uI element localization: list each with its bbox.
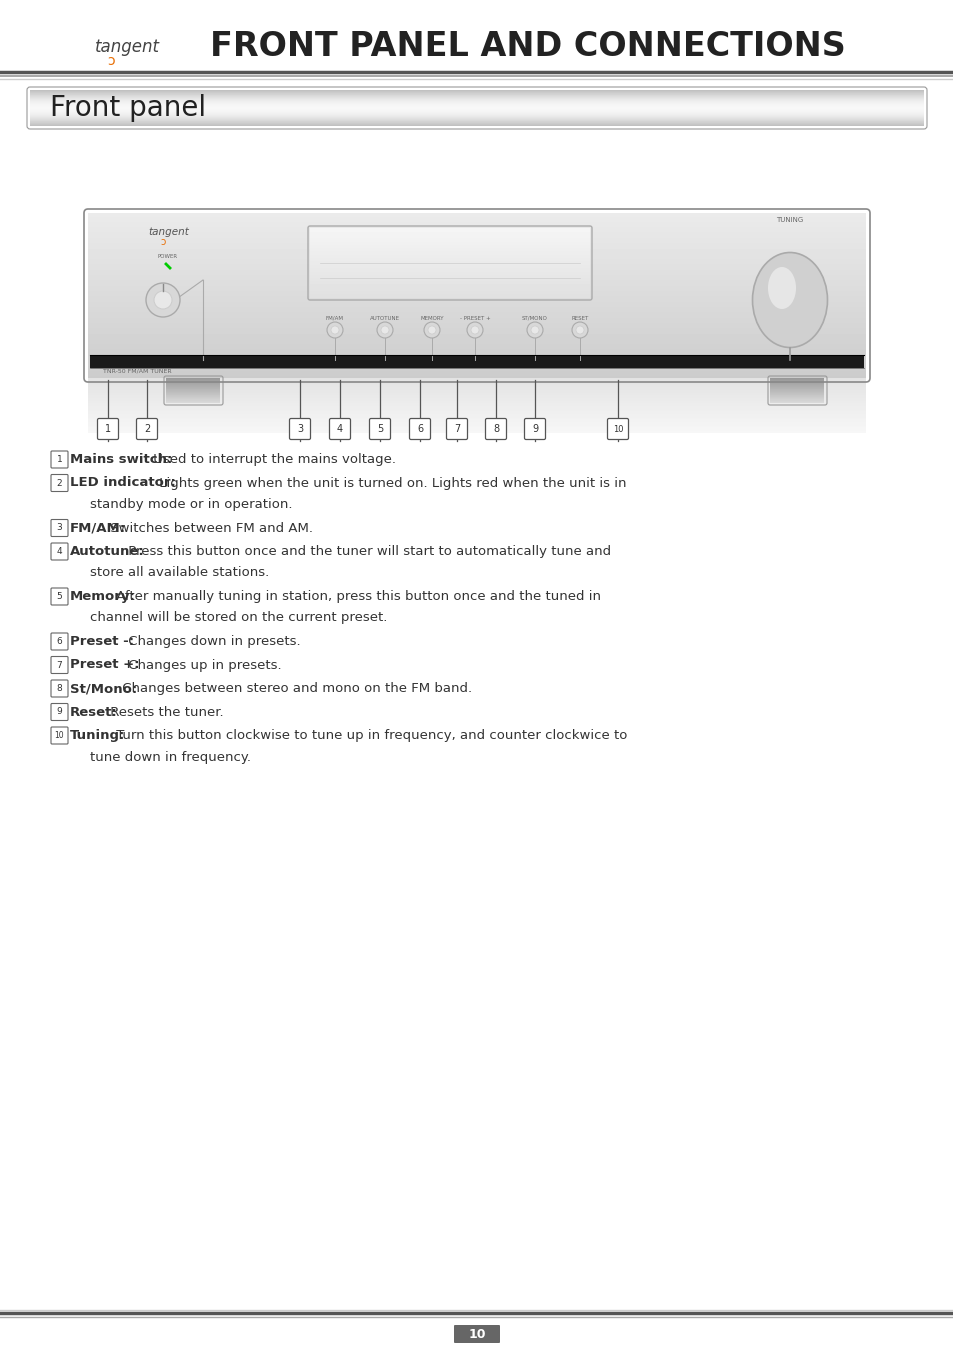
- FancyBboxPatch shape: [136, 419, 157, 439]
- FancyBboxPatch shape: [485, 419, 506, 439]
- Text: channel will be stored on the current preset.: channel will be stored on the current pr…: [73, 612, 387, 624]
- Text: Memory:: Memory:: [70, 590, 135, 603]
- Text: TUNING: TUNING: [776, 218, 802, 223]
- Circle shape: [531, 326, 538, 334]
- Text: Autotune:: Autotune:: [70, 544, 145, 558]
- Text: 1: 1: [105, 424, 111, 434]
- Text: RESET: RESET: [571, 316, 588, 320]
- Text: After manually tuning in station, press this button once and the tuned in: After manually tuning in station, press …: [112, 590, 600, 603]
- Text: 6: 6: [56, 638, 62, 646]
- Text: AUTOTUNE: AUTOTUNE: [370, 316, 399, 320]
- Text: Switches between FM and AM.: Switches between FM and AM.: [106, 521, 313, 535]
- Text: 6: 6: [416, 424, 422, 434]
- Text: TNR-50 FM/AM TUNER: TNR-50 FM/AM TUNER: [103, 369, 172, 373]
- Text: Press this button once and the tuner will start to automatically tune and: Press this button once and the tuner wil…: [124, 544, 611, 558]
- FancyBboxPatch shape: [51, 451, 68, 467]
- Circle shape: [423, 322, 439, 338]
- Circle shape: [146, 282, 180, 317]
- Text: store all available stations.: store all available stations.: [73, 566, 269, 580]
- FancyBboxPatch shape: [51, 680, 68, 697]
- Ellipse shape: [752, 253, 826, 347]
- Text: Tuning:: Tuning:: [70, 730, 125, 742]
- Circle shape: [376, 322, 393, 338]
- FancyBboxPatch shape: [51, 704, 68, 720]
- Text: 2: 2: [144, 424, 150, 434]
- Circle shape: [327, 322, 343, 338]
- Circle shape: [428, 326, 436, 334]
- FancyBboxPatch shape: [51, 634, 68, 650]
- Circle shape: [471, 326, 478, 334]
- FancyBboxPatch shape: [51, 543, 68, 561]
- FancyBboxPatch shape: [51, 588, 68, 605]
- Text: 9: 9: [532, 424, 537, 434]
- Circle shape: [572, 322, 587, 338]
- Text: Front panel: Front panel: [50, 95, 206, 122]
- Circle shape: [576, 326, 583, 334]
- Text: 7: 7: [56, 661, 62, 670]
- Text: Used to interrupt the mains voltage.: Used to interrupt the mains voltage.: [149, 453, 395, 466]
- Text: tune down in frequency.: tune down in frequency.: [73, 751, 251, 763]
- Text: 9: 9: [56, 708, 62, 716]
- Text: tangent: tangent: [148, 227, 189, 236]
- Text: 3: 3: [56, 523, 62, 532]
- Text: 8: 8: [493, 424, 498, 434]
- Text: 10: 10: [612, 424, 622, 434]
- Text: St/Mono:: St/Mono:: [70, 682, 137, 694]
- Text: Reset:: Reset:: [70, 705, 117, 719]
- Text: FM/AM:: FM/AM:: [70, 521, 126, 535]
- Circle shape: [526, 322, 542, 338]
- Bar: [90, 355, 863, 367]
- Ellipse shape: [767, 267, 795, 309]
- Text: FRONT PANEL AND CONNECTIONS: FRONT PANEL AND CONNECTIONS: [210, 31, 845, 63]
- Text: Resets the tuner.: Resets the tuner.: [106, 705, 224, 719]
- FancyBboxPatch shape: [454, 1325, 499, 1343]
- Text: 2: 2: [56, 478, 62, 488]
- FancyBboxPatch shape: [51, 727, 68, 744]
- Text: Mains switch:: Mains switch:: [70, 453, 172, 466]
- Text: Lights green when the unit is turned on. Lights red when the unit is in: Lights green when the unit is turned on.…: [154, 477, 625, 489]
- FancyBboxPatch shape: [524, 419, 545, 439]
- Text: 8: 8: [56, 684, 62, 693]
- FancyBboxPatch shape: [329, 419, 350, 439]
- Text: 3: 3: [296, 424, 303, 434]
- Circle shape: [331, 326, 338, 334]
- Text: tangent: tangent: [95, 38, 160, 55]
- Text: 4: 4: [336, 424, 343, 434]
- Text: MEMORY: MEMORY: [420, 316, 443, 320]
- Text: POWER: POWER: [158, 254, 178, 258]
- Text: Changes up in presets.: Changes up in presets.: [124, 658, 282, 671]
- FancyBboxPatch shape: [446, 419, 467, 439]
- Text: ɔ: ɔ: [107, 54, 114, 68]
- Text: 7: 7: [454, 424, 459, 434]
- Text: ST/MONO: ST/MONO: [521, 316, 547, 320]
- Text: 5: 5: [56, 592, 62, 601]
- Text: Changes down in presets.: Changes down in presets.: [124, 635, 301, 648]
- FancyBboxPatch shape: [607, 419, 628, 439]
- Circle shape: [153, 290, 172, 309]
- Text: ɔ: ɔ: [160, 236, 165, 247]
- Text: 1: 1: [56, 455, 62, 463]
- Text: FM/AM: FM/AM: [326, 316, 344, 320]
- Circle shape: [380, 326, 389, 334]
- Text: - PRESET +: - PRESET +: [459, 316, 490, 320]
- Text: Turn this button clockwise to tune up in frequency, and counter clockwice to: Turn this button clockwise to tune up in…: [112, 730, 627, 742]
- Text: LED indicator:: LED indicator:: [70, 477, 175, 489]
- FancyBboxPatch shape: [51, 474, 68, 492]
- Text: 10: 10: [54, 731, 64, 740]
- Text: 10: 10: [468, 1328, 485, 1340]
- Circle shape: [467, 322, 482, 338]
- FancyBboxPatch shape: [409, 419, 430, 439]
- Text: Preset -:: Preset -:: [70, 635, 134, 648]
- Text: Preset +:: Preset +:: [70, 658, 139, 671]
- FancyBboxPatch shape: [51, 520, 68, 536]
- FancyBboxPatch shape: [97, 419, 118, 439]
- Text: 5: 5: [376, 424, 383, 434]
- Text: Changes between stereo and mono on the FM band.: Changes between stereo and mono on the F…: [118, 682, 472, 694]
- Text: standby mode or in operation.: standby mode or in operation.: [73, 499, 293, 511]
- Text: 4: 4: [56, 547, 62, 557]
- FancyBboxPatch shape: [369, 419, 390, 439]
- FancyBboxPatch shape: [51, 657, 68, 674]
- FancyBboxPatch shape: [289, 419, 310, 439]
